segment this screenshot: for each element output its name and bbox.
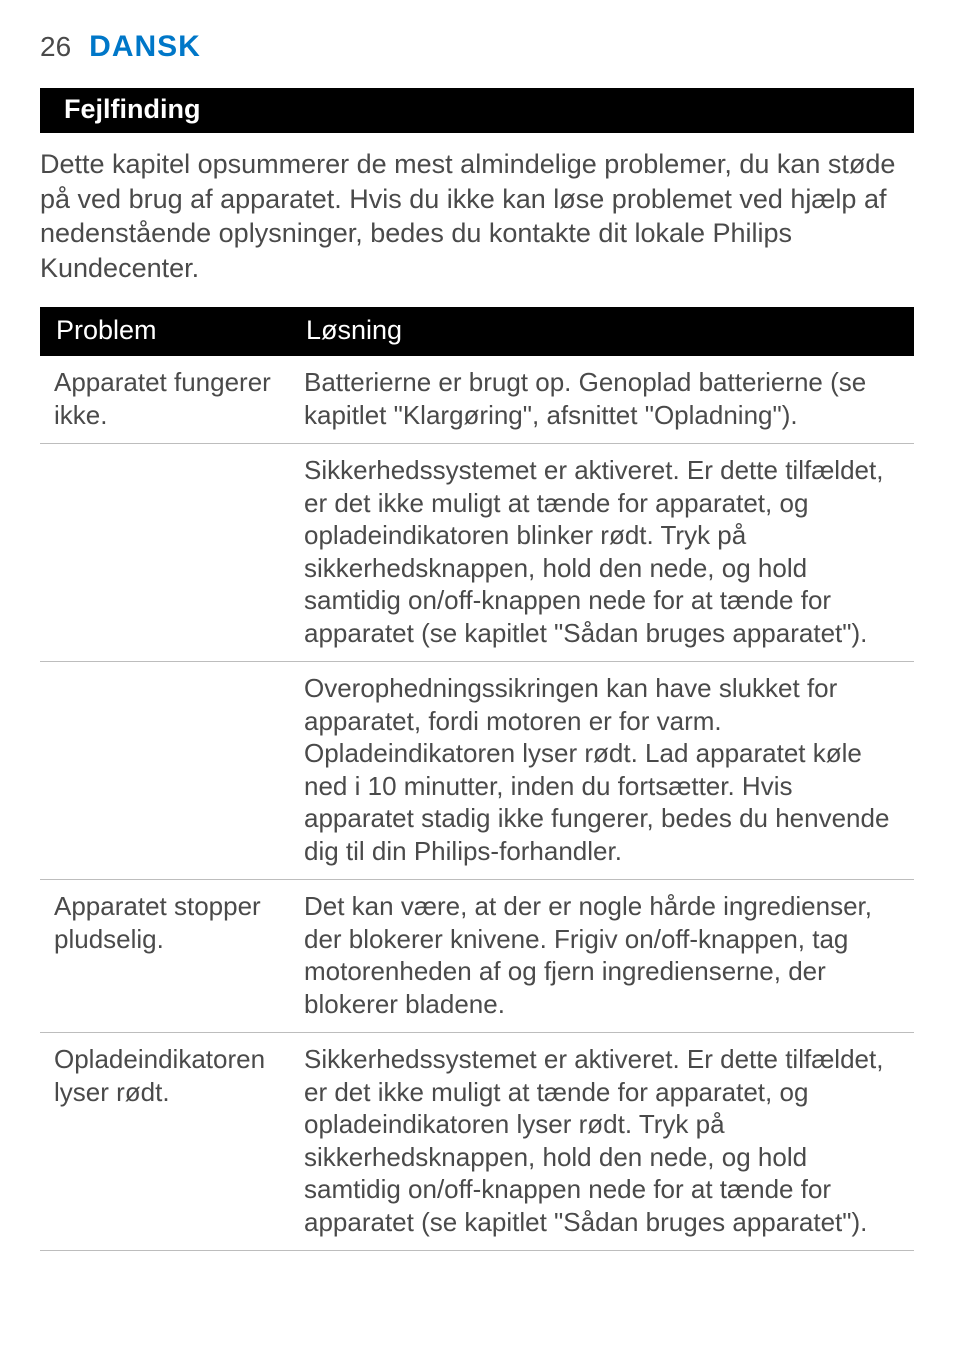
cell-problem [40, 444, 290, 662]
cell-problem: Apparatet fungerer ikke. [40, 356, 290, 444]
section-title: Fejlfinding [64, 94, 200, 124]
table-row: Apparatet fungerer ikke. Batterierne er … [40, 356, 914, 444]
cell-problem: Apparatet stopper pludselig. [40, 880, 290, 1033]
col-header-problem: Problem [40, 307, 290, 356]
table-row: Apparatet stopper pludselig. Det kan vær… [40, 880, 914, 1033]
cell-solution: Sikkerhedssystemet er aktiveret. Er dett… [290, 444, 914, 662]
cell-problem [40, 662, 290, 880]
intro-paragraph: Dette kapitel opsummerer de mest alminde… [40, 147, 914, 285]
section-title-bar: Fejlfinding [40, 88, 914, 133]
page-brand-title: DANSK [89, 30, 201, 64]
cell-problem: Opladeindikatoren lyser rødt. [40, 1033, 290, 1251]
cell-solution: Overophedningssikringen kan have slukket… [290, 662, 914, 880]
col-header-solution: Løsning [290, 307, 914, 356]
table-row: Sikkerhedssystemet er aktiveret. Er dett… [40, 444, 914, 662]
cell-solution: Sikkerhedssystemet er aktiveret. Er dett… [290, 1033, 914, 1251]
table-row: Overophedningssikringen kan have slukket… [40, 662, 914, 880]
troubleshooting-table: Problem Løsning Apparatet fungerer ikke.… [40, 307, 914, 1251]
page-number: 26 [40, 31, 71, 63]
cell-solution: Batterierne er brugt op. Genoplad batter… [290, 356, 914, 444]
table-row: Opladeindikatoren lyser rødt. Sikkerheds… [40, 1033, 914, 1251]
table-header-row: Problem Løsning [40, 307, 914, 356]
page-header: 26 DANSK [40, 30, 914, 64]
cell-solution: Det kan være, at der er nogle hårde ingr… [290, 880, 914, 1033]
